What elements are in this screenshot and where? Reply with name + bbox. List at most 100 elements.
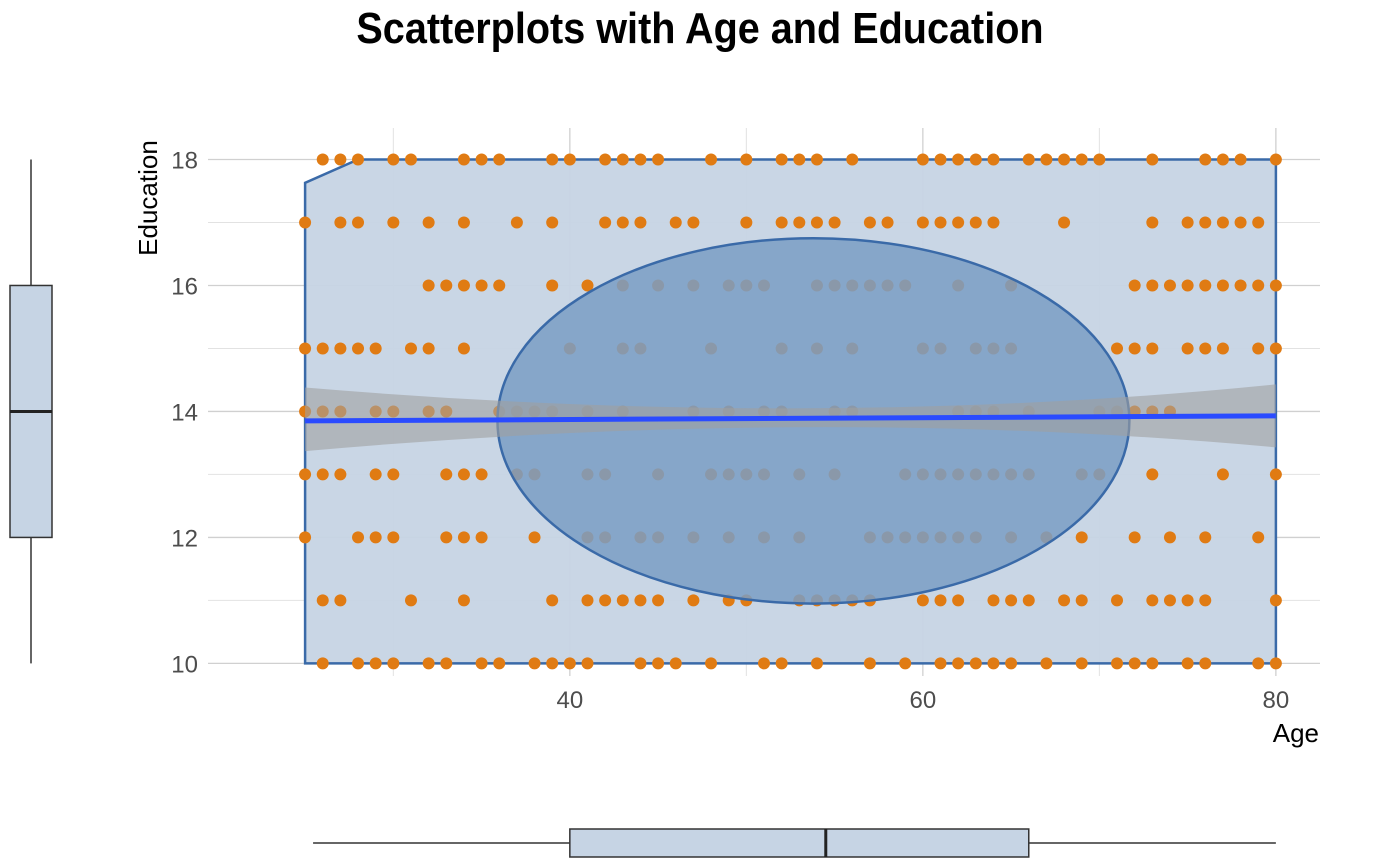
y-tick-label: 16 bbox=[171, 273, 198, 300]
age-boxplot bbox=[313, 828, 1276, 858]
data-point bbox=[916, 216, 929, 229]
data-point bbox=[616, 153, 629, 166]
data-point bbox=[457, 531, 470, 544]
y-tick-label: 12 bbox=[171, 525, 198, 552]
data-point bbox=[299, 342, 312, 355]
data-point bbox=[316, 657, 329, 670]
data-point bbox=[475, 531, 488, 544]
data-point bbox=[546, 153, 559, 166]
data-point bbox=[387, 468, 400, 481]
data-point bbox=[616, 216, 629, 229]
data-point bbox=[952, 153, 965, 166]
data-point bbox=[1252, 657, 1265, 670]
data-point bbox=[793, 153, 806, 166]
data-point bbox=[457, 468, 470, 481]
data-point bbox=[740, 216, 753, 229]
data-point bbox=[1058, 153, 1071, 166]
chart-title: Scatterplots with Age and Education bbox=[356, 4, 1044, 53]
data-point bbox=[493, 657, 506, 670]
data-point bbox=[422, 657, 435, 670]
data-point bbox=[1181, 594, 1194, 607]
data-point bbox=[334, 468, 347, 481]
data-point bbox=[334, 594, 347, 607]
data-point bbox=[1146, 657, 1159, 670]
data-point bbox=[352, 531, 365, 544]
data-point bbox=[475, 657, 488, 670]
data-point bbox=[705, 657, 718, 670]
data-point bbox=[546, 279, 559, 292]
data-point bbox=[669, 216, 682, 229]
data-point bbox=[1199, 279, 1212, 292]
data-point bbox=[916, 153, 929, 166]
data-point bbox=[440, 468, 453, 481]
data-point bbox=[846, 153, 859, 166]
data-point bbox=[810, 153, 823, 166]
data-point bbox=[1005, 657, 1018, 670]
data-point bbox=[546, 216, 559, 229]
data-point bbox=[404, 594, 417, 607]
data-point bbox=[599, 594, 612, 607]
data-point bbox=[1146, 342, 1159, 355]
x-tick-label: 80 bbox=[1263, 687, 1290, 714]
data-point bbox=[352, 342, 365, 355]
data-point bbox=[1163, 531, 1176, 544]
data-point bbox=[581, 279, 594, 292]
y-tick-label: 18 bbox=[171, 147, 198, 174]
data-point bbox=[634, 216, 647, 229]
data-point bbox=[899, 657, 912, 670]
data-point bbox=[1128, 531, 1141, 544]
data-point bbox=[934, 216, 947, 229]
data-point bbox=[828, 216, 841, 229]
data-point bbox=[404, 342, 417, 355]
data-point bbox=[334, 153, 347, 166]
data-point bbox=[987, 153, 1000, 166]
data-point bbox=[952, 594, 965, 607]
data-point bbox=[1234, 216, 1247, 229]
data-point bbox=[316, 342, 329, 355]
data-point bbox=[810, 657, 823, 670]
data-point bbox=[493, 279, 506, 292]
education-boxplot bbox=[9, 159, 53, 664]
data-point bbox=[1181, 657, 1194, 670]
data-point bbox=[952, 657, 965, 670]
data-point bbox=[1005, 594, 1018, 607]
data-point bbox=[1252, 342, 1265, 355]
data-point bbox=[581, 657, 594, 670]
data-point bbox=[705, 153, 718, 166]
data-point bbox=[475, 279, 488, 292]
data-point bbox=[1163, 594, 1176, 607]
data-point bbox=[1234, 153, 1247, 166]
data-point bbox=[1146, 594, 1159, 607]
data-point bbox=[404, 153, 417, 166]
x-tick-label: 60 bbox=[910, 687, 937, 714]
data-point bbox=[1022, 153, 1035, 166]
data-point bbox=[334, 216, 347, 229]
data-point bbox=[987, 594, 1000, 607]
data-point bbox=[1216, 468, 1229, 481]
data-point bbox=[599, 216, 612, 229]
box bbox=[569, 828, 1030, 858]
data-point bbox=[387, 216, 400, 229]
data-point bbox=[652, 594, 665, 607]
data-point bbox=[352, 153, 365, 166]
data-point bbox=[440, 531, 453, 544]
data-point bbox=[1146, 153, 1159, 166]
data-point bbox=[316, 468, 329, 481]
data-point bbox=[1269, 594, 1282, 607]
data-point bbox=[1075, 594, 1088, 607]
data-point bbox=[634, 657, 647, 670]
data-point bbox=[1075, 657, 1088, 670]
data-point bbox=[457, 216, 470, 229]
data-point bbox=[563, 657, 576, 670]
data-point bbox=[1269, 342, 1282, 355]
data-point bbox=[881, 216, 894, 229]
data-point bbox=[422, 342, 435, 355]
data-point bbox=[634, 594, 647, 607]
data-point bbox=[1269, 153, 1282, 166]
data-point bbox=[1199, 342, 1212, 355]
data-point bbox=[1111, 594, 1124, 607]
data-point bbox=[440, 657, 453, 670]
data-point bbox=[581, 594, 594, 607]
data-point bbox=[1111, 342, 1124, 355]
